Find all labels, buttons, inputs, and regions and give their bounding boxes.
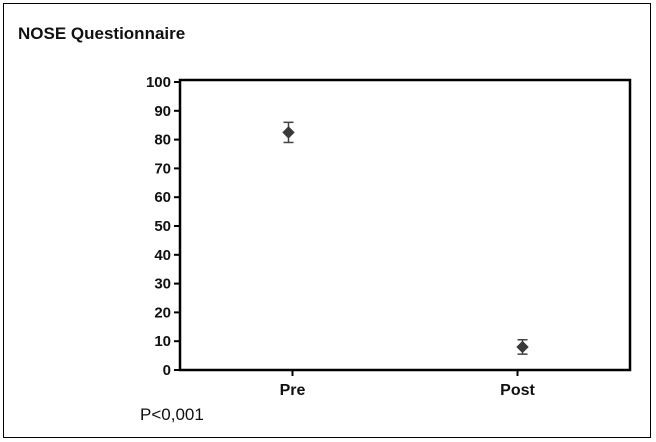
x-axis: Pre Post (280, 370, 536, 399)
y-axis: 0 10 20 30 40 50 60 70 80 90 100 (146, 74, 180, 379)
y-tick-label: 90 (154, 103, 171, 120)
y-tick-label: 60 (154, 189, 171, 206)
y-tick-label: 50 (154, 218, 171, 235)
y-tick-label: 70 (154, 160, 171, 177)
chart-title: NOSE Questionnaire (18, 24, 186, 43)
data-point-marker (516, 340, 529, 354)
y-tick-label: 10 (154, 333, 171, 350)
p-value-note: P<0,001 (140, 405, 204, 424)
y-tick-label: 80 (154, 132, 171, 149)
x-category-label: Post (500, 382, 535, 399)
y-tick-label: 0 (163, 362, 171, 379)
y-tick-label: 20 (154, 304, 171, 321)
y-tick-label: 100 (146, 74, 171, 91)
y-tick-label: 40 (154, 247, 171, 264)
data-point-marker (282, 126, 295, 139)
x-category-label: Pre (280, 382, 306, 399)
data-points (282, 121, 529, 355)
plot-area (178, 78, 632, 372)
y-tick-label: 30 (154, 276, 171, 293)
